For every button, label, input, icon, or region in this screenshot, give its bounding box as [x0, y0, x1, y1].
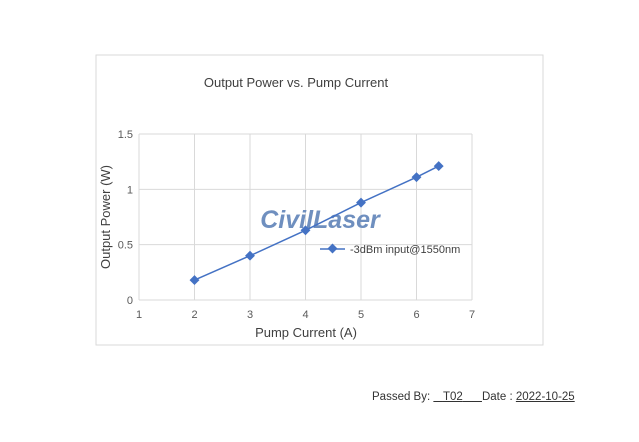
gridlines	[138, 133, 473, 301]
x-tick-label: 6	[413, 309, 419, 321]
x-tick-label: 1	[136, 309, 142, 321]
chart-frame	[95, 54, 544, 346]
passed-by-label: Passed By:	[372, 391, 431, 403]
x-axis-label: Pump Current (A)	[255, 325, 357, 340]
data-point-marker	[411, 172, 422, 183]
y-tick-label: 0.5	[118, 240, 133, 252]
x-tick-label: 7	[469, 309, 475, 321]
data-point-marker	[189, 275, 200, 286]
series-polyline	[194, 165, 440, 281]
passed-by-value: T02	[433, 391, 482, 403]
watermark-logo: CivilLaser	[260, 206, 381, 234]
x-tick-label: 4	[302, 309, 308, 321]
x-tick-label: 5	[358, 309, 364, 321]
data-point-marker	[245, 250, 255, 261]
legend: -3dBm input@1550nm	[320, 243, 460, 256]
y-tick-label: 1.5	[118, 129, 133, 141]
tick-labels: 1 2 3 4 5 6 7 0 0.5 1 1.5	[118, 129, 475, 321]
date-value: 2022-10-25	[515, 391, 575, 403]
legend-label: -3dBm input@1550nm	[350, 244, 460, 256]
footer: Passed By: T02 Date : 2022-10-25	[372, 391, 575, 403]
data-point-marker	[300, 225, 311, 236]
date-separator: :	[509, 391, 513, 403]
chart-title: Output Power vs. Pump Current	[204, 75, 389, 90]
date-label: Date	[481, 391, 507, 403]
x-tick-label: 2	[191, 309, 197, 321]
data-point-marker	[356, 197, 366, 208]
y-tick-label: 0	[127, 295, 133, 307]
x-tick-label: 3	[247, 309, 253, 321]
passed-by-text: T02	[442, 391, 463, 403]
y-axis-label: Output Power (W)	[98, 165, 113, 269]
y-tick-label: 1	[127, 184, 133, 196]
legend-marker	[327, 243, 338, 254]
series-line	[189, 161, 444, 286]
data-point-marker	[433, 161, 444, 172]
